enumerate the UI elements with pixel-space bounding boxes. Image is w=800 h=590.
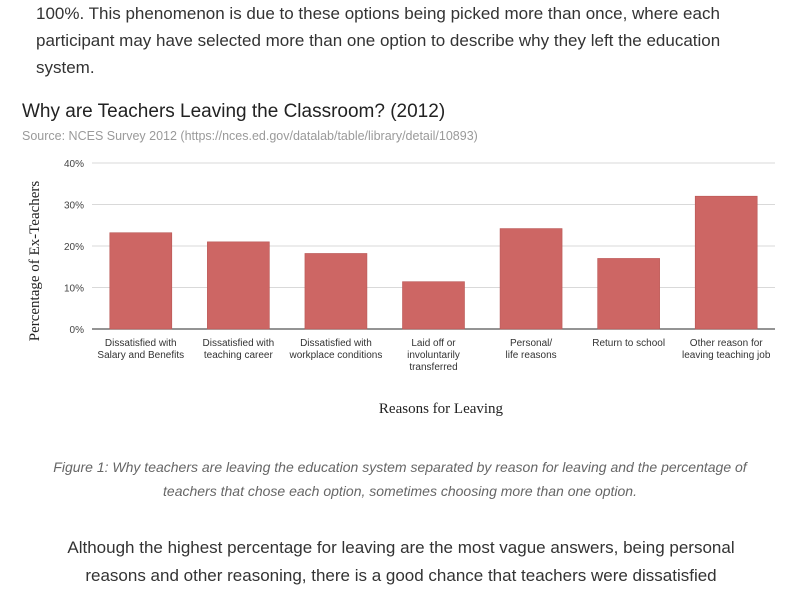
- chart-title: Why are Teachers Leaving the Classroom? …: [22, 101, 446, 122]
- x-tick-label: Other reason for leaving teaching job: [682, 338, 771, 361]
- chart-subtitle: Source: NCES Survey 2012 (https://nces.e…: [22, 129, 478, 143]
- x-tick-label: Dissatisfied with workplace conditions: [289, 338, 383, 361]
- bar: [109, 232, 173, 330]
- bar: [499, 228, 563, 330]
- y-axis-label: Percentage of Ex-Teachers: [27, 181, 43, 342]
- y-tick-label: 0%: [70, 325, 85, 336]
- y-tick-label: 30%: [64, 201, 84, 212]
- bar-chart: 0% 10% 20% 30% 40% Dissatisfied with Salary an…: [27, 159, 775, 417]
- bar: [597, 258, 660, 330]
- bar: [694, 195, 758, 330]
- bar: [402, 281, 465, 330]
- x-tick-label: Dissatisfied with Salary and Benefits: [97, 338, 184, 361]
- y-tick-label: 10%: [64, 284, 84, 295]
- x-tick-label: Dissatisfied with teaching career: [203, 338, 275, 361]
- paragraph-bottom: Although the highest percentage for leav…: [67, 538, 735, 585]
- bar: [304, 253, 368, 330]
- x-tick-label: Laid off or involuntarily transferred: [407, 338, 460, 373]
- y-tick-label: 20%: [64, 242, 84, 253]
- x-tick-label: Personal/life reasons: [506, 338, 557, 361]
- figure-caption: Figure 1: Why teachers are leaving the e…: [53, 459, 747, 499]
- bar: [207, 241, 270, 330]
- paragraph-top: 100%. This phenomenon is due to these op…: [36, 4, 721, 77]
- x-tick-label: Return to school: [592, 338, 665, 349]
- y-tick-label: 40%: [64, 159, 84, 170]
- x-axis-label: Reasons for Leaving: [379, 401, 504, 417]
